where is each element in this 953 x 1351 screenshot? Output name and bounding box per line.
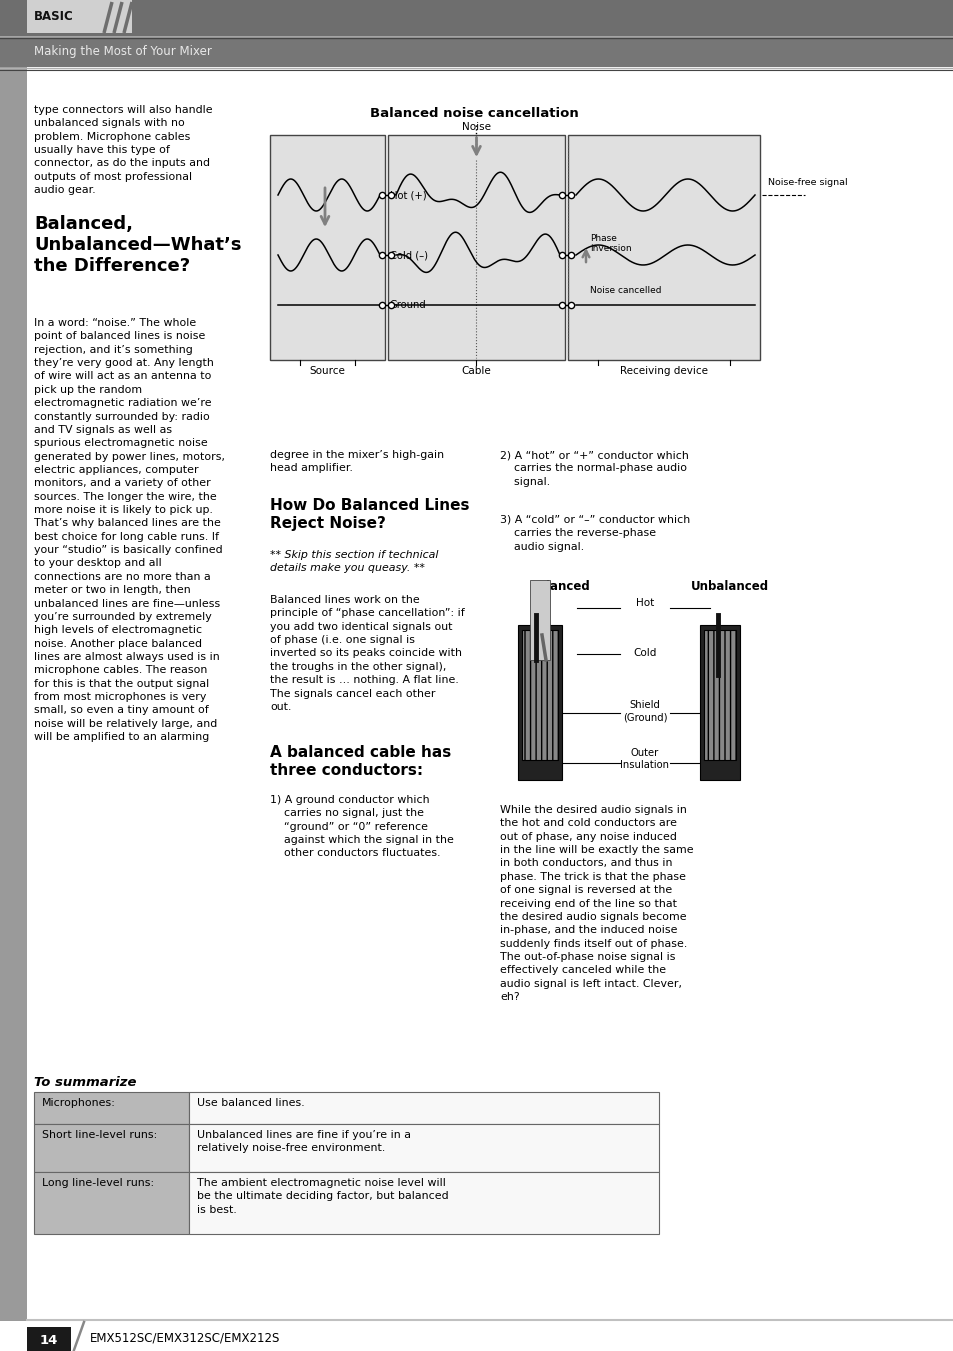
Text: In a word: “noise.” The whole
point of balanced lines is noise
rejection, and it: In a word: “noise.” The whole point of b… [34, 317, 225, 742]
Bar [189, 1124, 659, 1173]
Text: Cold: Cold [633, 648, 656, 658]
Text: 2) A “hot” or “+” conductor which
    carries the normal-phase audio
    signal.: 2) A “hot” or “+” conductor which carrie… [499, 450, 688, 486]
Text: Phase
inversion: Phase inversion [589, 234, 631, 253]
Text: Source: Source [309, 366, 345, 376]
Text: degree in the mixer’s high-gain
head amplifier.: degree in the mixer’s high-gain head amp… [270, 450, 444, 473]
Bar [703, 630, 735, 761]
Text: Balanced: Balanced [529, 580, 590, 593]
Bar [27, 0, 132, 32]
Text: Microphones:: Microphones: [42, 1098, 115, 1108]
Text: type connectors will also handle
unbalanced signals with no
problem. Microphone : type connectors will also handle unbalan… [34, 105, 213, 195]
Bar [517, 626, 561, 780]
Text: BASIC: BASIC [34, 9, 73, 23]
Text: Cable: Cable [460, 366, 491, 376]
Text: Hot: Hot [636, 598, 654, 608]
Text: While the desired audio signals in
the hot and cold conductors are
out of phase,: While the desired audio signals in the h… [499, 805, 693, 1002]
Bar [0, 1321, 953, 1351]
Text: Making the Most of Your Mixer: Making the Most of Your Mixer [34, 46, 212, 58]
Text: Shield
(Ground): Shield (Ground) [622, 700, 666, 723]
Text: Cold (–): Cold (–) [390, 250, 428, 259]
Text: Balanced lines work on the
principle of “phase cancellation”: if
you add two ide: Balanced lines work on the principle of … [270, 594, 464, 712]
Bar [700, 626, 740, 780]
Text: How Do Balanced Lines
Reject Noise?: How Do Balanced Lines Reject Noise? [270, 499, 469, 531]
Bar [27, 1327, 71, 1351]
Text: Receiving device: Receiving device [619, 366, 707, 376]
Bar [270, 135, 385, 359]
Bar [388, 135, 564, 359]
Bar [0, 0, 27, 1351]
Bar [521, 630, 558, 761]
Text: Hot (+): Hot (+) [390, 190, 426, 200]
Text: Balanced,
Unbalanced—What’s
the Difference?: Balanced, Unbalanced—What’s the Differen… [34, 215, 241, 276]
Text: Unbalanced: Unbalanced [690, 580, 768, 593]
Text: Noise: Noise [461, 122, 491, 132]
Text: Noise-free signal: Noise-free signal [767, 178, 846, 186]
Bar [530, 580, 550, 661]
Text: 1) A ground conductor which
    carries no signal, just the
    “ground” or “0” : 1) A ground conductor which carries no s… [270, 794, 454, 858]
Text: Unbalanced lines are fine if you’re in a
relatively noise-free environment.: Unbalanced lines are fine if you’re in a… [196, 1129, 411, 1154]
Bar [567, 135, 760, 359]
Text: 14: 14 [40, 1333, 58, 1347]
Text: Outer
Insulation: Outer Insulation [619, 748, 669, 770]
Bar [34, 1124, 189, 1173]
Text: EMX512SC/EMX312SC/EMX212S: EMX512SC/EMX312SC/EMX212S [90, 1332, 280, 1344]
Text: A balanced cable has
three conductors:: A balanced cable has three conductors: [270, 744, 451, 778]
Text: The ambient electromagnetic noise level will
be the ultimate deciding factor, bu: The ambient electromagnetic noise level … [196, 1178, 448, 1215]
Bar [0, 36, 953, 68]
Text: Use balanced lines.: Use balanced lines. [196, 1098, 304, 1108]
Bar [189, 1092, 659, 1124]
Text: 3) A “cold” or “–” conductor which
    carries the reverse-phase
    audio signa: 3) A “cold” or “–” conductor which carri… [499, 515, 690, 551]
Bar [34, 1092, 189, 1124]
Text: To summarize: To summarize [34, 1075, 136, 1089]
Text: ** Skip this section if technical
details make you queasy. **: ** Skip this section if technical detail… [270, 550, 438, 573]
Text: Long line-level runs:: Long line-level runs: [42, 1178, 154, 1188]
Bar [189, 1173, 659, 1233]
Bar [0, 0, 953, 36]
Bar [34, 1173, 189, 1233]
Text: Short line-level runs:: Short line-level runs: [42, 1129, 157, 1140]
Text: Noise cancelled: Noise cancelled [589, 286, 660, 295]
Text: Ground: Ground [390, 300, 426, 309]
Text: Balanced noise cancellation: Balanced noise cancellation [370, 107, 578, 120]
